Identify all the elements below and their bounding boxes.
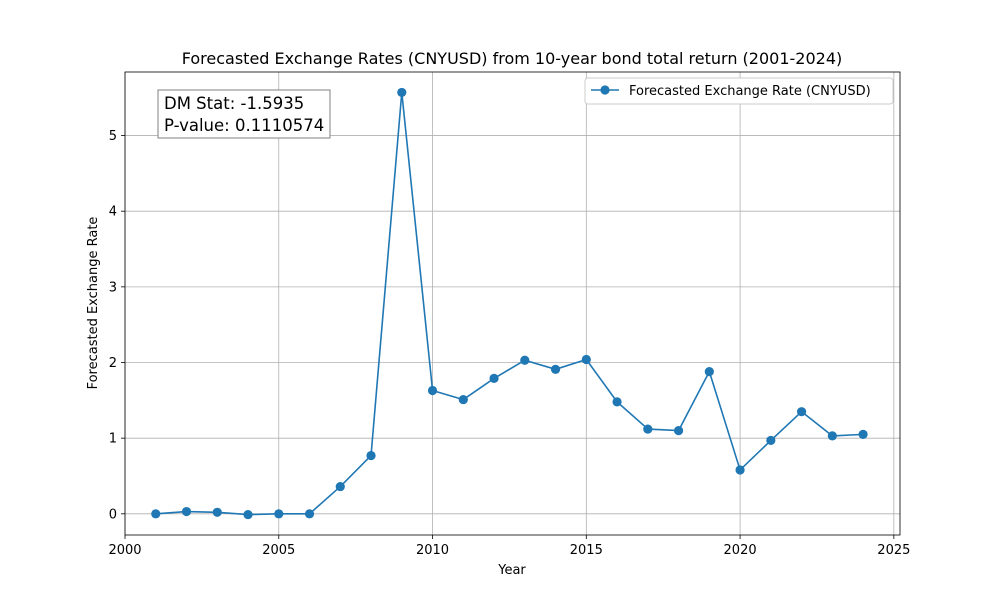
y-tick-label-3: 3 xyxy=(109,280,117,295)
data-point-2014 xyxy=(550,364,561,374)
data-point-2002 xyxy=(181,506,192,517)
data-point-2003 xyxy=(212,507,222,517)
grid xyxy=(124,72,900,535)
data-point-2015 xyxy=(581,354,591,365)
data-point-2020 xyxy=(735,465,745,475)
data-point-2008 xyxy=(366,450,376,461)
x-tick-label-2000: 2000 xyxy=(108,543,141,558)
data-point-2023 xyxy=(827,431,837,441)
data-point-2018 xyxy=(673,425,684,436)
data-point-2005 xyxy=(274,509,284,519)
x-tick-label-2025: 2025 xyxy=(877,543,910,558)
y-axis-label: Forecasted Exchange Rate xyxy=(86,217,101,390)
x-tick-label-2010: 2010 xyxy=(416,543,449,558)
legend-entry-label: Forecasted Exchange Rate (CNYUSD) xyxy=(629,84,871,99)
x-axis-ticks: 2000 2005 2010 2015 2020 2025 xyxy=(108,535,910,558)
data-point-2010 xyxy=(427,385,438,396)
data-point-2019 xyxy=(704,366,714,377)
legend: Forecasted Exchange Rate (CNYUSD) xyxy=(584,77,894,105)
legend-frame xyxy=(584,77,894,105)
data-point-2011 xyxy=(458,394,468,405)
axes-frame xyxy=(124,71,901,536)
y-tick-label-4: 4 xyxy=(109,205,117,220)
legend-marker-swatch xyxy=(600,85,610,95)
y-axis-ticks: 0 1 2 3 4 5 xyxy=(109,129,125,522)
chart-title: Forecasted Exchange Rates (CNYUSD) from … xyxy=(182,49,843,68)
data-point-2017 xyxy=(643,424,653,434)
data-point-2004 xyxy=(243,509,253,520)
y-tick-label-5: 5 xyxy=(109,129,117,144)
series-line-0 xyxy=(155,91,864,516)
data-point-2024 xyxy=(858,429,868,439)
data-point-2009 xyxy=(397,87,407,98)
data-point-2021 xyxy=(766,435,776,446)
y-tick-label-1: 1 xyxy=(109,432,117,447)
data-point-2006 xyxy=(304,509,315,519)
data-point-2007 xyxy=(335,481,345,492)
x-tick-label-2020: 2020 xyxy=(724,543,757,558)
x-axis-label: Year xyxy=(497,563,526,578)
plot-area-border xyxy=(124,71,901,536)
data-point-2013 xyxy=(520,355,530,365)
annotation-line-p-value: P-value: 0.1110574 xyxy=(164,116,324,135)
annotation-line-dm-stat: DM Stat: -1.5935 xyxy=(164,94,304,113)
y-tick-label-0: 0 xyxy=(109,507,117,522)
y-tick-label-2: 2 xyxy=(109,356,117,371)
data-point-2001 xyxy=(151,509,161,519)
data-point-2022 xyxy=(796,407,807,417)
annotation-box-frame xyxy=(157,89,331,139)
series xyxy=(151,87,868,520)
x-tick-label-2005: 2005 xyxy=(262,543,295,558)
x-tick-label-2015: 2015 xyxy=(570,543,603,558)
dm-stat-annotation: DM Stat: -1.5935 P-value: 0.1110574 xyxy=(157,89,331,139)
data-point-2012 xyxy=(489,373,499,383)
data-point-2016 xyxy=(612,397,622,407)
